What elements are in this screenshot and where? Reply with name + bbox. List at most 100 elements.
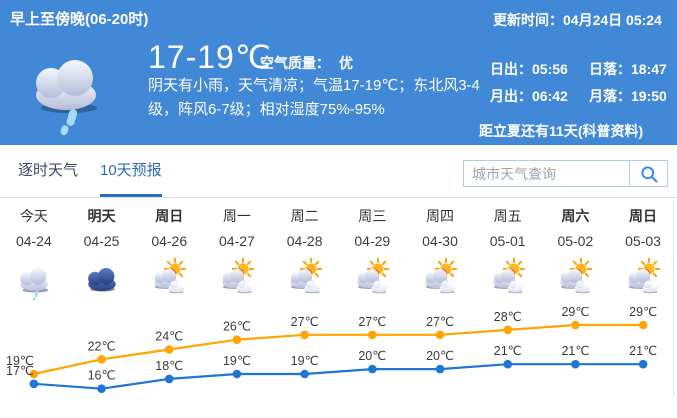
forecast-column[interactable]: 周六 05-02 xyxy=(542,198,610,307)
weekday-label: 今天 xyxy=(19,208,48,224)
light-rain-icon xyxy=(0,253,68,307)
low-temp-label: 17℃ xyxy=(6,364,34,378)
low-temp-label: 21℃ xyxy=(629,344,657,358)
high-temp-label: 27℃ xyxy=(358,315,386,329)
low-temp-label: 21℃ xyxy=(494,344,522,358)
low-temp-point xyxy=(435,364,445,374)
low-temp-label: 19℃ xyxy=(223,354,251,368)
date-label: 04-24 xyxy=(15,233,52,249)
date-label: 05-03 xyxy=(625,233,661,249)
sun-cloud-icon xyxy=(135,253,203,307)
weather-description: 阴天有小雨，天气清凉；气温17-19℃；东北风3-4级，阵风6-7级；相对湿度7… xyxy=(148,77,480,118)
forecast-column[interactable]: 周日 04-26 xyxy=(135,198,203,307)
weekday-label: 周四 xyxy=(425,208,454,224)
high-temp-label: 29℃ xyxy=(561,307,589,319)
forecast-column[interactable]: 周一 04-27 xyxy=(203,198,271,307)
search-button[interactable] xyxy=(629,161,667,186)
high-temp-point xyxy=(435,330,445,340)
high-temp-point xyxy=(164,345,174,354)
date-label: 04-26 xyxy=(151,233,188,249)
date-label: 04-27 xyxy=(219,233,255,249)
moonrise-time: 月出：06:42 xyxy=(490,88,568,104)
low-temp-label: 21℃ xyxy=(561,344,589,358)
forecast-column[interactable]: 周三 04-29 xyxy=(338,198,406,307)
high-temp-point xyxy=(638,320,648,330)
sun-cloud-icon xyxy=(609,253,677,307)
forecast-column[interactable]: 周四 04-30 xyxy=(406,198,474,307)
high-temp-line xyxy=(33,323,644,376)
date-label: 05-01 xyxy=(489,233,526,249)
weekday-label: 周日 xyxy=(155,208,184,224)
forecast-column[interactable]: 周二 04-28 xyxy=(271,198,339,307)
sun-cloud-icon xyxy=(406,253,474,307)
forecast-column[interactable]: 今天 04-24 xyxy=(0,198,68,307)
high-temp-label: 27℃ xyxy=(291,315,319,329)
low-temp-label: 16℃ xyxy=(88,369,116,383)
air-quality: 空气质量： 优 xyxy=(260,53,353,73)
high-temp-label: 28℃ xyxy=(494,310,522,324)
weekday-label: 周三 xyxy=(358,208,387,224)
search-input[interactable] xyxy=(464,161,629,186)
date-label: 05-02 xyxy=(557,233,594,249)
tab-hourly-weather[interactable]: 逐时天气 xyxy=(18,162,79,179)
overcast-icon xyxy=(68,253,136,307)
low-temp-point xyxy=(638,359,648,369)
table-right-border xyxy=(673,200,674,396)
temperature-chart: 19℃ 22℃ 24℃ 26℃ 27℃ 27℃ 27℃ 28℃ 29℃ 29℃ 17℃ 16℃ 18℃ 1… xyxy=(6,307,657,393)
high-temp-label: 22℃ xyxy=(88,339,116,353)
forecast-column[interactable]: 明天 04-25 xyxy=(68,198,136,307)
tab-10day-forecast[interactable]: 10天预报 xyxy=(100,145,162,197)
air-quality-label: 空气质量： xyxy=(260,55,330,71)
sunset-time: 日落：18:47 xyxy=(589,61,667,77)
search-icon xyxy=(640,165,658,183)
solar-term-note: 距立夏还有11天(科普资料) xyxy=(479,121,643,141)
high-temp-point xyxy=(503,325,513,335)
sun-cloud-icon xyxy=(203,253,271,307)
solar-term-text: 距立夏还有11天 xyxy=(479,123,578,139)
low-temp-point xyxy=(571,359,580,369)
update-time: 更新时间：04月24日 05:24 xyxy=(493,12,662,28)
forecast-column[interactable]: 周五 05-01 xyxy=(474,198,542,307)
weather-banner: 早上至傍晚(06-20时) 17-19℃ 空气质量： 优 阴天有小雨，天气清凉；气… xyxy=(0,0,677,145)
sun-cloud-icon xyxy=(271,253,339,307)
ten-day-forecast: 今天 04-24 明天 04-25 周日 04-26 周一 04-27 周二 04-28 周三 04-… xyxy=(0,198,677,418)
moonset-time: 月落：19:50 xyxy=(589,88,667,104)
weekday-label: 周六 xyxy=(561,208,590,224)
low-temp-point xyxy=(29,379,39,389)
low-temp-point xyxy=(164,374,174,384)
weekday-label: 周日 xyxy=(629,208,658,224)
high-temp-point xyxy=(368,330,377,340)
low-temp-point xyxy=(503,359,513,369)
low-temp-point xyxy=(97,384,106,393)
city-weather-search xyxy=(463,160,668,187)
high-temp-point xyxy=(97,355,106,364)
high-temp-label: 29℃ xyxy=(629,307,657,319)
low-temp-label: 20℃ xyxy=(358,349,386,363)
sun-cloud-icon xyxy=(338,253,406,307)
low-temp-label: 18℃ xyxy=(155,359,183,373)
temp-range: 17-19℃ xyxy=(148,39,272,75)
rain-cloud-icon xyxy=(16,36,116,136)
date-label: 04-29 xyxy=(354,233,391,249)
forecast-column[interactable]: 周日 05-03 xyxy=(609,198,677,307)
high-temp-point xyxy=(29,369,39,379)
high-temp-point xyxy=(571,320,580,330)
low-temp-line xyxy=(33,363,644,390)
sun-cloud-icon xyxy=(474,253,542,307)
weekday-label: 明天 xyxy=(87,208,116,224)
period-label: 早上至傍晚(06-20时) xyxy=(10,11,149,28)
high-temp-point xyxy=(232,335,242,344)
sun-moon-times: 日出：05:56 日落：18:47 月出：06:42 月落：19:50 xyxy=(490,56,667,110)
high-temp-label: 24℃ xyxy=(155,330,183,344)
sunrise-time: 日出：05:56 xyxy=(490,61,568,77)
low-temp-point xyxy=(232,369,242,379)
forecast-columns: 今天 04-24 明天 04-25 周日 04-26 周一 04-27 周二 04-28 周三 04-… xyxy=(0,198,677,307)
high-temp-label: 19℃ xyxy=(6,354,34,368)
high-temp-point xyxy=(300,330,309,340)
solar-term-link[interactable]: (科普资料) xyxy=(577,123,644,139)
date-label: 04-25 xyxy=(83,233,120,249)
low-temp-label: 20℃ xyxy=(426,349,454,363)
weekday-label: 周二 xyxy=(290,208,319,224)
low-temp-point xyxy=(368,364,377,374)
low-temp-point xyxy=(300,369,309,379)
